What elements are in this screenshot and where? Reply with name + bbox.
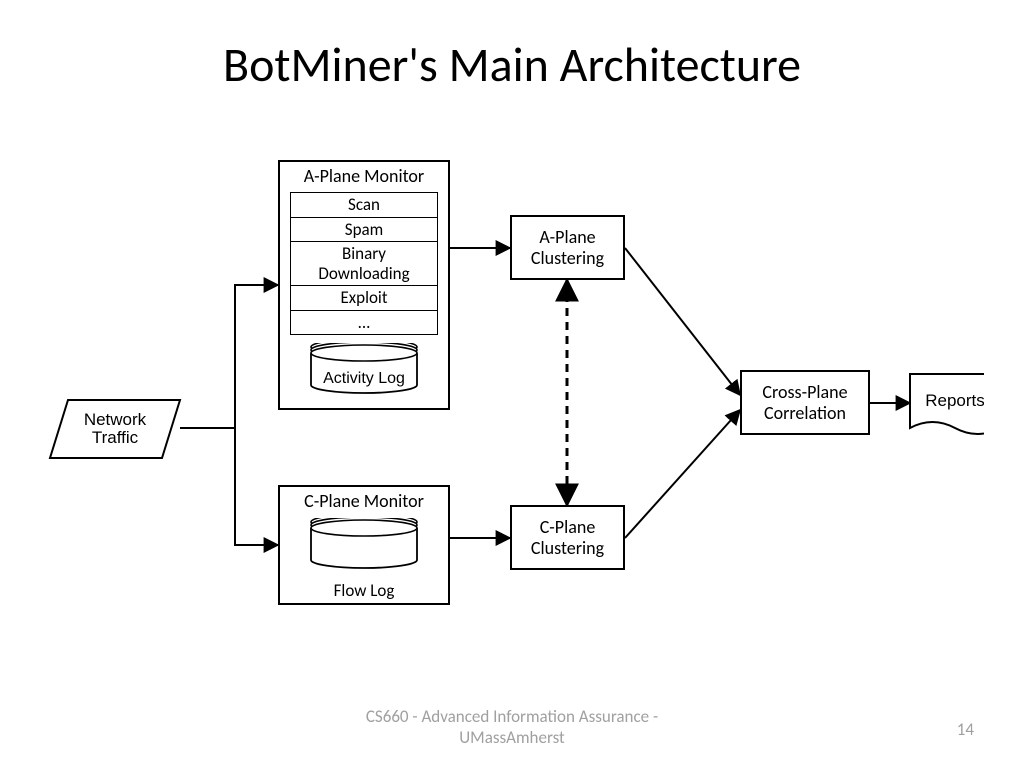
flow-log-label: Flow Log xyxy=(280,580,448,601)
svg-text:NetworkTraffic: NetworkTraffic xyxy=(84,410,147,447)
cross-plane-correlation-label: Cross-PlaneCorrelation xyxy=(758,380,851,425)
slide-footer: CS660 - Advanced Information Assurance -… xyxy=(0,707,1024,748)
a-plane-monitor-item: Scan xyxy=(291,193,437,218)
a-plane-monitor-item: ... xyxy=(291,311,437,335)
activity-log-db-icon: Activity Log xyxy=(309,343,419,403)
c-plane-clustering-label: C-PlaneClustering xyxy=(527,515,608,560)
a-plane-monitor-item: Exploit xyxy=(291,286,437,311)
c-plane-monitor-title: C-Plane Monitor xyxy=(280,487,448,516)
svg-text:Activity Log: Activity Log xyxy=(323,370,405,387)
a-plane-monitor-item: Spam xyxy=(291,218,437,243)
a-plane-clustering-label: A-PlaneClustering xyxy=(527,225,608,270)
a-plane-monitor-container: A-Plane Monitor ScanSpamBinary Downloadi… xyxy=(278,160,450,410)
c-plane-clustering-box: C-PlaneClustering xyxy=(510,505,625,570)
footer-line2: UMassAmherst xyxy=(459,727,564,748)
slide-title: BotMiner's Main Architecture xyxy=(0,35,1024,94)
page-number: 14 xyxy=(957,719,974,740)
c-plane-monitor-container: C-Plane Monitor Flow Log xyxy=(278,485,450,605)
a-plane-clustering-box: A-PlaneClustering xyxy=(510,215,625,280)
a-plane-monitor-list: ScanSpamBinary DownloadingExploit... xyxy=(290,192,438,335)
architecture-diagram: NetworkTraffic Reports A-Plane Monitor S… xyxy=(40,160,984,660)
cross-plane-correlation-box: Cross-PlaneCorrelation xyxy=(740,370,870,435)
flow-log-db-icon xyxy=(309,518,419,576)
a-plane-monitor-title: A-Plane Monitor xyxy=(280,162,448,192)
footer-line1: CS660 - Advanced Information Assurance - xyxy=(366,706,658,727)
svg-text:Reports: Reports xyxy=(925,391,984,410)
a-plane-monitor-item: Binary Downloading xyxy=(291,242,437,286)
